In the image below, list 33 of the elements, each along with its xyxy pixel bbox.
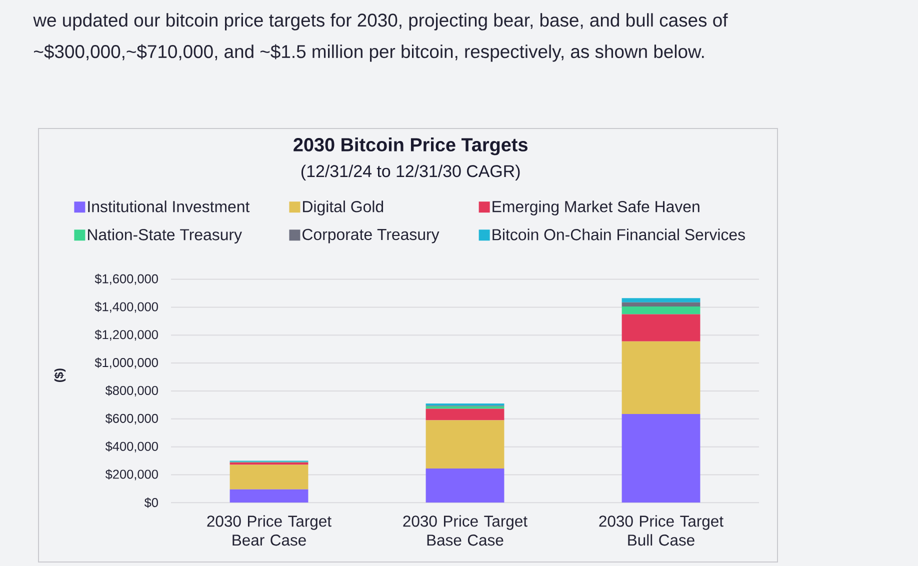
y-tick-label: $1,000,000: [94, 358, 158, 369]
legend-label: Emerging Market Safe Haven: [492, 200, 700, 216]
legend-label: Bitcoin On-Chain Financial Services: [492, 228, 745, 240]
y-tick-label: $400,000: [105, 441, 158, 452]
bar: [230, 489, 308, 503]
legend-label: Nation-State Treasury: [88, 228, 242, 244]
x-tick-label: 2030 Price Target Bull Case: [599, 515, 724, 546]
y-tick-label: $800,000: [105, 385, 158, 397]
y-tick-label: $200,000: [105, 469, 158, 480]
legend-label: Corporate Treasury: [302, 228, 440, 244]
y-tick-label: $0: [144, 498, 158, 508]
bar: [622, 302, 700, 307]
bar: [622, 306, 700, 314]
chart-subtitle: (12/31/24 to 12/31/30 CAGR): [302, 164, 520, 180]
bar: [230, 464, 308, 490]
y-tick-label: $1,600,000: [94, 274, 158, 285]
y-tick-label: $1,400,000: [94, 302, 158, 313]
y-tick-label: $1,200,000: [94, 330, 158, 341]
legend-label: Digital Gold: [303, 200, 384, 216]
y-tick-label: $600,000: [105, 413, 158, 424]
y-axis-title: ($): [54, 368, 66, 382]
bar: [622, 414, 700, 503]
bar: [622, 314, 700, 342]
x-tick-label: 2030 Price Target Base Case: [403, 515, 528, 546]
chart-title: 2030 Bitcoin Price Targets: [294, 138, 528, 156]
legend-label: Institutional Investment: [88, 200, 250, 212]
bar: [622, 341, 700, 414]
text: we updated our bitcoin price targets for 2030, projecting bear, base, and bull cases of ~$300,000,~$710,000, and ~$1.5 million per bitcoin, respectively, as shown below.: [33, 13, 728, 62]
bar: [426, 420, 504, 468]
bar: [426, 408, 504, 420]
bar: [622, 298, 700, 302]
bar: [426, 468, 504, 503]
x-tick-label: 2030 Price Target Bear Case: [207, 515, 332, 546]
